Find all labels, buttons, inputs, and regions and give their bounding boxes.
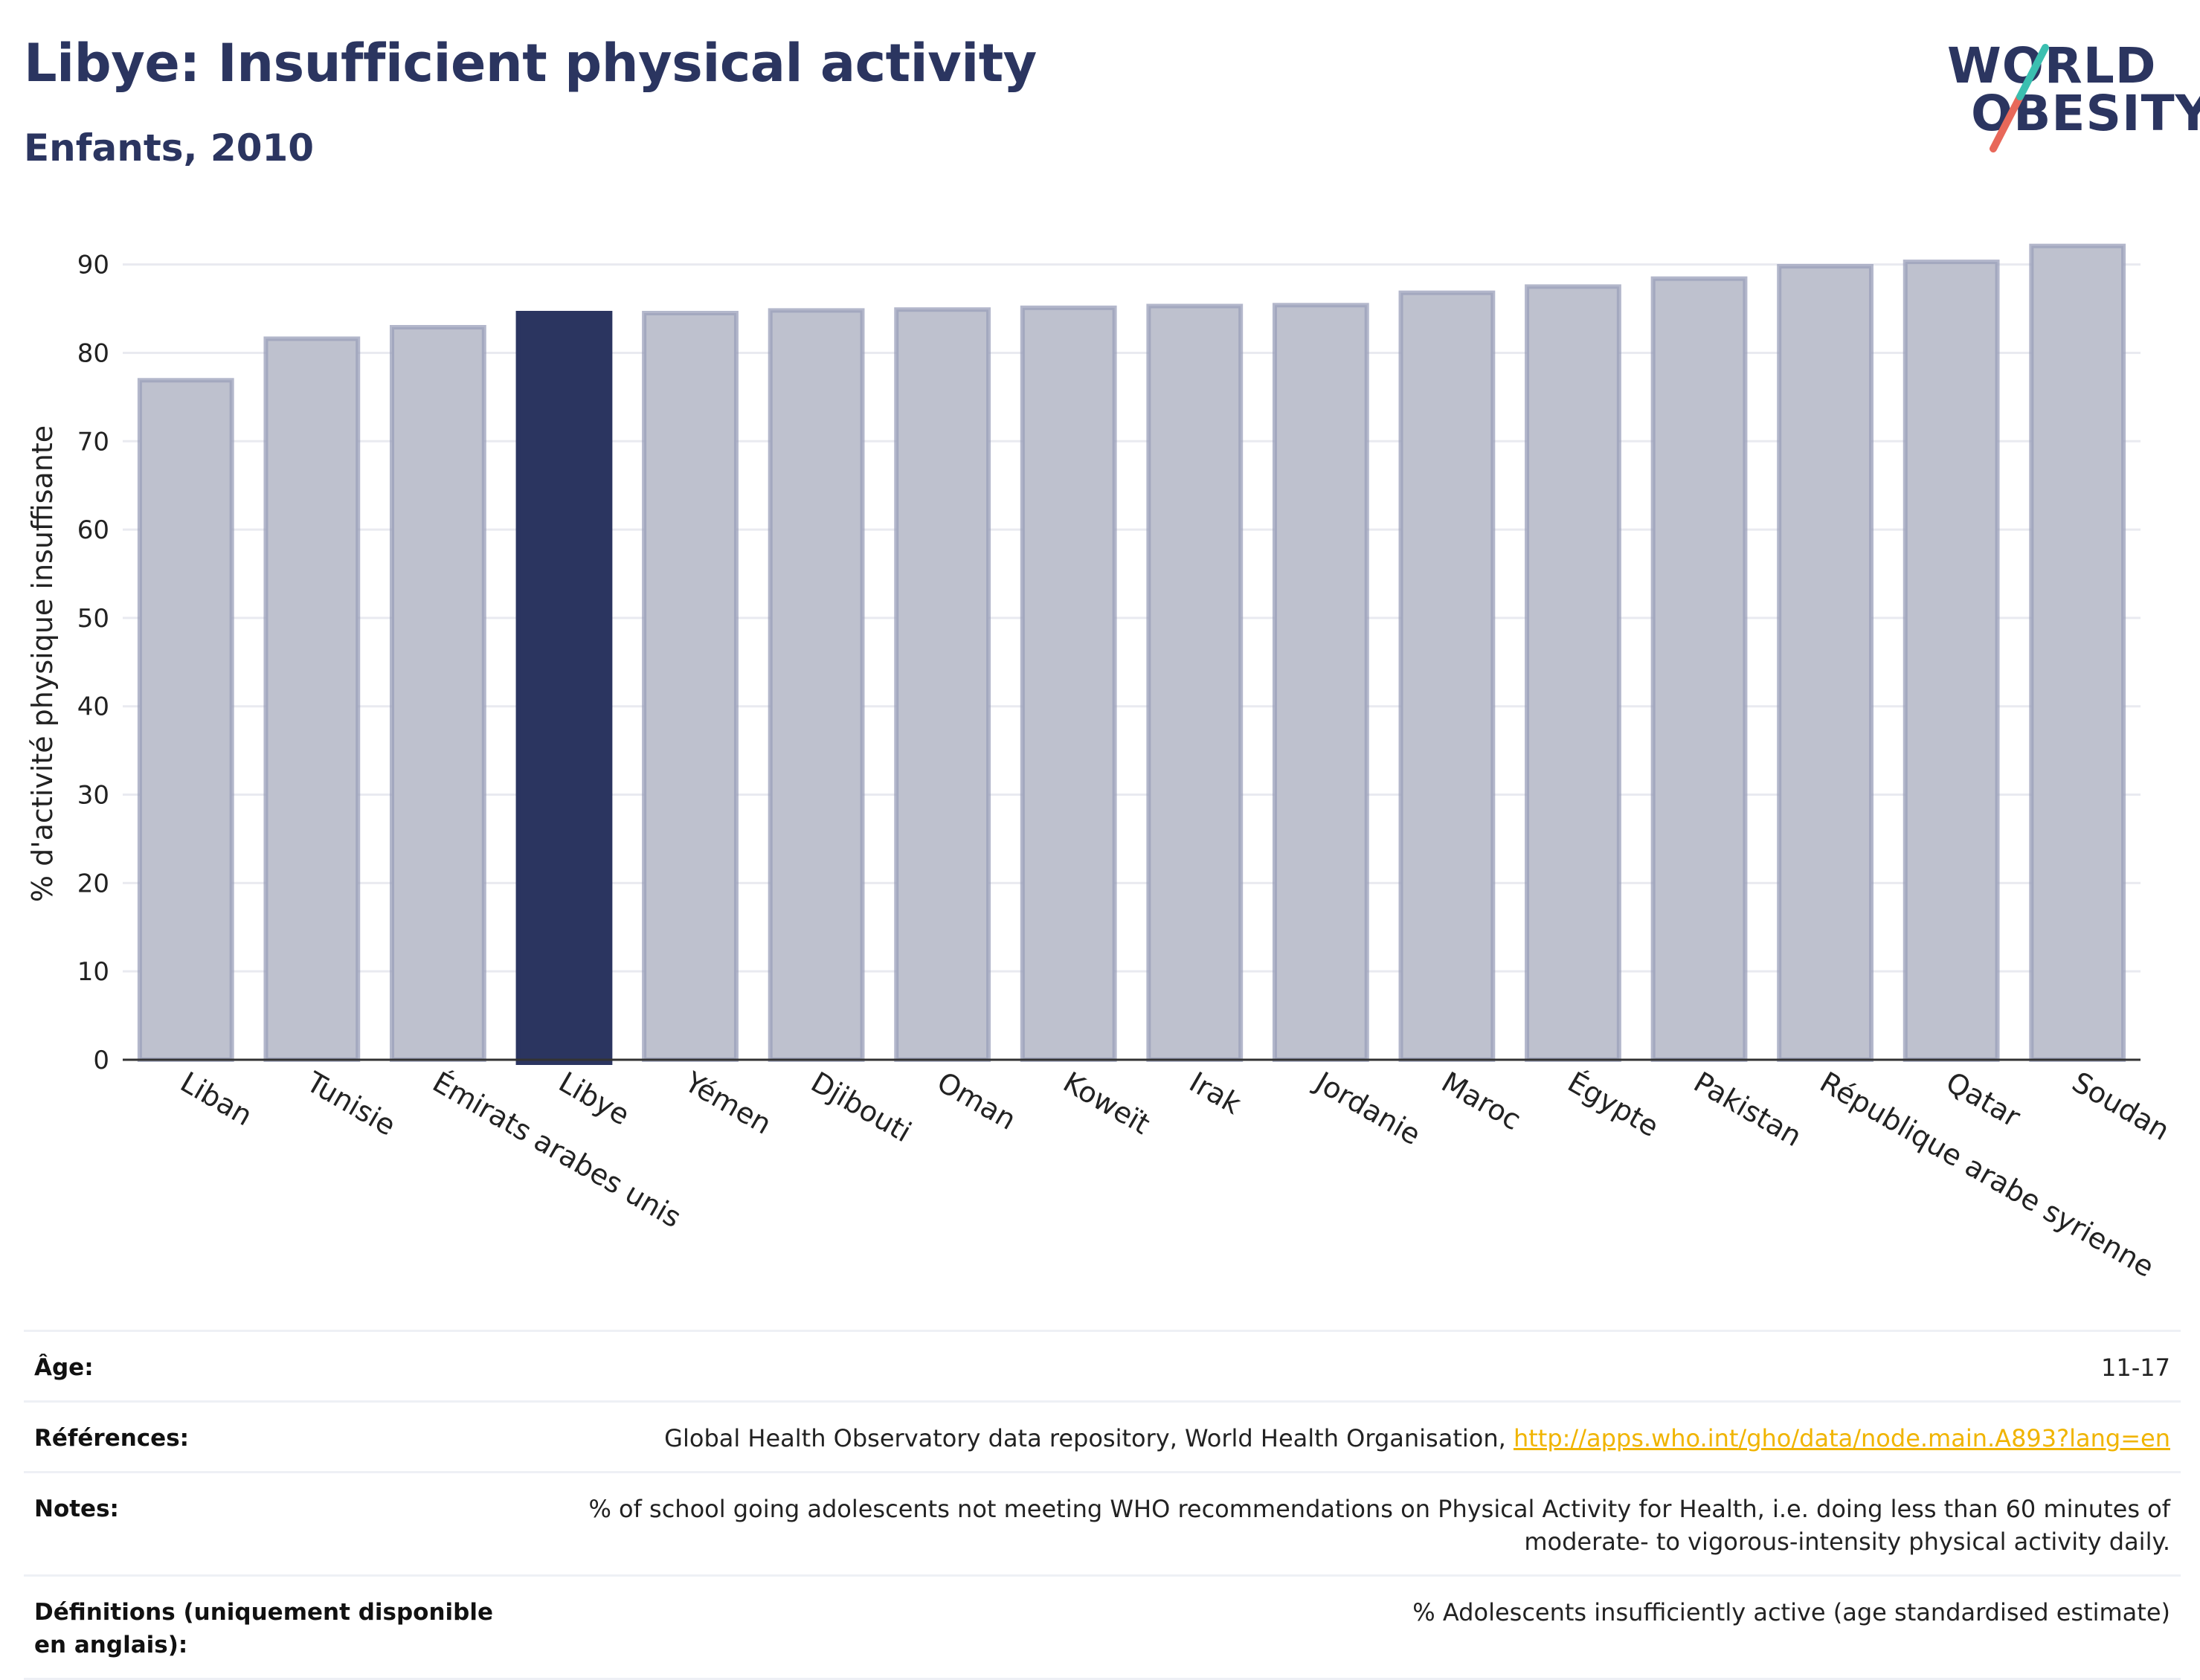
- x-tick-label: Égypte: [1562, 1066, 1664, 1144]
- x-tick-label: Liban: [175, 1066, 257, 1133]
- y-tick-label: 90: [77, 251, 109, 280]
- x-tick-label: Yémen: [679, 1065, 777, 1141]
- y-tick-label: 0: [93, 1046, 109, 1075]
- y-axis-title: % d'activité physique insuffisante: [26, 425, 59, 902]
- meta-label-notes: Notes:: [34, 1496, 119, 1522]
- x-tick-label: Jordanie: [1309, 1065, 1427, 1152]
- y-tick-label: 60: [77, 515, 109, 545]
- x-tick-label: Maroc: [1436, 1066, 1527, 1137]
- meta-label-references: Références:: [34, 1425, 190, 1452]
- bar-libye: [515, 310, 613, 1065]
- meta-row-notes: Notes: % of school going adolescents not…: [24, 1471, 2181, 1574]
- references-link[interactable]: http://apps.who.int/gho/data/node.main.A…: [1513, 1424, 2170, 1452]
- bar-pakistan: [1650, 276, 1748, 1063]
- meta-value-definitions: % Adolescents insufficiently active (age…: [1412, 1598, 2170, 1626]
- bar-tunisie: [263, 336, 361, 1063]
- meta-label-age: Âge:: [34, 1354, 94, 1381]
- meta-row-references: Références: Global Health Observatory da…: [24, 1400, 2181, 1471]
- bar-y-men: [642, 310, 739, 1062]
- bar-oman: [894, 307, 991, 1062]
- x-tick-label: Djibouti: [805, 1066, 917, 1149]
- x-tick-label: Koweït: [1058, 1066, 1155, 1141]
- y-tick-label: 80: [77, 338, 109, 368]
- chart-title: Libye: Insufficient physical activity: [24, 33, 1037, 94]
- metadata-table: Âge: 11-17 Références: Global Health Obs…: [24, 1330, 2181, 1680]
- bar-djibouti: [768, 308, 865, 1062]
- meta-label-definitions: Définitions (uniquement disponible en an…: [34, 1599, 494, 1658]
- y-tick-label: 70: [77, 427, 109, 457]
- logo-line-1: WORLD: [1947, 37, 2157, 94]
- bar-maroc: [1398, 290, 1496, 1063]
- meta-value-references: Global Health Observatory data repositor…: [664, 1422, 2170, 1455]
- bar-jordanie: [1272, 303, 1369, 1062]
- references-text: Global Health Observatory data repositor…: [664, 1424, 1514, 1452]
- bar-soudan: [2029, 243, 2126, 1062]
- x-tick-label: Soudan: [2067, 1066, 2175, 1148]
- bar--mirats-arabes-unis: [390, 325, 486, 1062]
- x-tick-label: Libye: [553, 1066, 635, 1132]
- bar-liban: [137, 378, 234, 1062]
- y-tick-label: 20: [77, 869, 109, 898]
- y-tick-label: 40: [77, 692, 109, 722]
- bar-qatar: [1903, 260, 2000, 1062]
- meta-row-age: Âge: 11-17: [24, 1330, 2181, 1400]
- bar-kowe-t: [1020, 305, 1117, 1062]
- y-tick-label: 50: [77, 604, 109, 634]
- bar-irak: [1146, 303, 1244, 1062]
- meta-value-age: 11-17: [2101, 1354, 2170, 1382]
- x-tick-label: Qatar: [1940, 1066, 2026, 1134]
- bar-r-publique-arabe-syrienne: [1777, 264, 1873, 1063]
- bar--gypte: [1525, 284, 1621, 1062]
- meta-row-definitions: Définitions (uniquement disponible en an…: [24, 1574, 2181, 1680]
- logo-slash-icon: [1990, 44, 2049, 152]
- world-obesity-logo: WORLD OBESITY: [1934, 22, 2200, 156]
- meta-value-notes: % of school going adolescents not meetin…: [588, 1495, 2170, 1556]
- y-tick-label: 10: [77, 957, 109, 987]
- x-tick-label: Oman: [932, 1066, 1022, 1136]
- bars: [137, 243, 2126, 1065]
- chart-subtitle: Enfants, 2010: [24, 126, 315, 170]
- x-tick-label: Tunisie: [300, 1065, 401, 1142]
- y-tick-label: 30: [77, 781, 109, 811]
- x-tick-label: Irak: [1184, 1066, 1247, 1121]
- x-tick-label: Pakistan: [1688, 1066, 1807, 1153]
